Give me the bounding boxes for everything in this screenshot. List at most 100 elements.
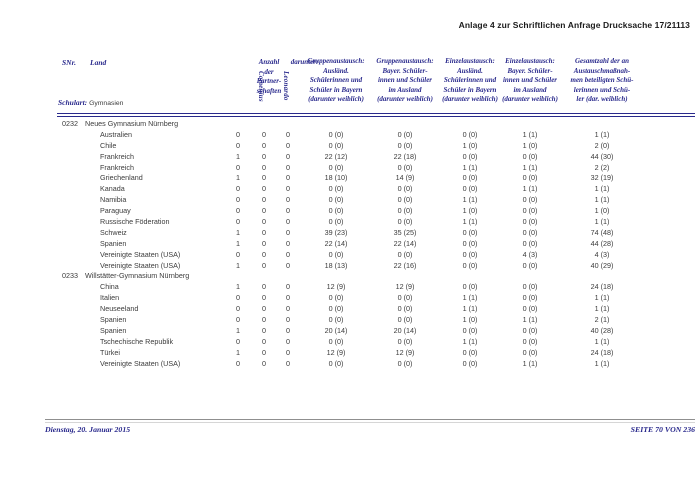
country-cell: Italien: [100, 293, 120, 303]
value-cell: 0 (0): [328, 315, 344, 325]
page-title: Anlage 4 zur Schriftlichen Anfrage Druck…: [458, 20, 690, 30]
country-cell: Namibia: [100, 195, 127, 205]
value-cell: 0 (0): [522, 336, 538, 346]
table-row: Australien 0 0 0 0 (0) 0 (0) 0 (0) 1 (1) 1 (1): [57, 130, 695, 141]
header-einzelaustausch-bayern: Einzelaustausch: Bayer. Schüler- innen u…: [502, 57, 558, 104]
country-cell: Türkei: [100, 347, 120, 357]
value-cell: 22 (16): [393, 260, 417, 270]
value-cell: 1 (1): [462, 162, 478, 172]
value-cell: 0 (0): [522, 304, 538, 314]
value-cell: 0: [236, 206, 240, 216]
value-cell: 18 (10): [324, 173, 348, 183]
value-cell: 0 (0): [328, 249, 344, 259]
country-cell: Vereinigte Staaten (USA): [100, 358, 181, 368]
value-cell: 0: [286, 249, 290, 259]
value-cell: 1 (1): [462, 195, 478, 205]
value-cell: 0: [286, 162, 290, 172]
header-gruppenaustausch-ausland: Gruppenaustausch: Ausländ. Schülerinnen …: [307, 57, 365, 104]
value-cell: 0: [286, 184, 290, 194]
value-cell: 2 (2): [594, 162, 610, 172]
value-cell: 0: [236, 162, 240, 172]
value-cell: 0: [262, 227, 266, 237]
value-cell: 35 (25): [393, 227, 417, 237]
table-body: 0232 Neues Gymnasium Nürnberg Australien 0 0…: [57, 119, 695, 369]
value-cell: 0: [262, 217, 266, 227]
value-cell: 32 (19): [590, 173, 614, 183]
country-cell: Neuseeland: [100, 304, 139, 314]
value-cell: 0 (0): [522, 293, 538, 303]
value-cell: 1 (0): [594, 206, 610, 216]
value-cell: 0: [236, 195, 240, 205]
value-cell: 0: [286, 293, 290, 303]
value-cell: 24 (18): [590, 282, 614, 292]
header-einzelaustausch-ausland: Einzelaustausch: Ausländ. Schülerinnen u…: [442, 57, 498, 104]
table-row: Tschechische Republik 0 0 0 0 (0) 0 (0) 1 (1) 0…: [57, 337, 695, 348]
value-cell: 1: [236, 173, 240, 183]
value-cell: 1 (1): [522, 129, 538, 139]
value-cell: 20 (14): [393, 325, 417, 335]
value-cell: 0: [286, 151, 290, 161]
value-cell: 0: [236, 315, 240, 325]
value-cell: 1: [236, 347, 240, 357]
value-cell: 4 (3): [594, 249, 610, 259]
value-cell: 0 (0): [462, 238, 478, 248]
value-cell: 1 (1): [462, 217, 478, 227]
table-header: SNr. Land Anzahl der Partner- schaften d…: [57, 55, 695, 115]
value-cell: 74 (48): [590, 227, 614, 237]
value-cell: 22 (14): [324, 238, 348, 248]
value-cell: 2 (1): [594, 315, 610, 325]
schulart-row: Schulart: Gymnasien: [58, 98, 123, 109]
header-leonardo-vertical: Leonardo: [282, 71, 290, 101]
country-cell: Tschechische Republik: [100, 336, 174, 346]
country-cell: Frankreich: [100, 151, 134, 161]
value-cell: 0: [286, 238, 290, 248]
table-row: Neuseeland 0 0 0 0 (0) 0 (0) 1 (1) 0 (0) 1 (1): [57, 304, 695, 315]
value-cell: 1: [236, 151, 240, 161]
value-cell: 0 (0): [522, 347, 538, 357]
value-cell: 1 (0): [462, 140, 478, 150]
country-cell: Vereinigte Staaten (USA): [100, 249, 181, 259]
value-cell: 0: [262, 249, 266, 259]
value-cell: 0 (0): [328, 184, 344, 194]
value-cell: 0 (0): [328, 129, 344, 139]
value-cell: 44 (28): [590, 238, 614, 248]
header-gesamtzahl: Gesamtzahl der an Austauschmaßnah- men b…: [570, 57, 634, 104]
country-cell: Spanien: [100, 315, 127, 325]
value-cell: 0: [262, 151, 266, 161]
header-comenius-vertical: Comenius: [257, 71, 265, 102]
value-cell: 0: [286, 129, 290, 139]
value-cell: 0 (0): [462, 358, 478, 368]
value-cell: 1 (1): [594, 184, 610, 194]
value-cell: 0: [236, 184, 240, 194]
value-cell: 1 (1): [594, 358, 610, 368]
school-number: 0232: [62, 119, 78, 128]
value-cell: 0 (0): [397, 249, 413, 259]
value-cell: 1 (1): [594, 129, 610, 139]
value-cell: 1 (1): [594, 336, 610, 346]
school-name: Neues Gymnasium Nürnberg: [85, 119, 179, 128]
value-cell: 0: [236, 336, 240, 346]
value-cell: 0 (0): [328, 140, 344, 150]
header-darunter: darunter:: [290, 58, 319, 66]
table-row: Frankreich 0 0 0 0 (0) 0 (0) 1 (1) 1 (1) 2 (2): [57, 163, 695, 174]
value-cell: 0 (0): [397, 315, 413, 325]
country-cell: Russische Föderation: [100, 217, 170, 227]
value-cell: 0: [262, 336, 266, 346]
value-cell: 1: [236, 260, 240, 270]
value-cell: 0: [236, 129, 240, 139]
school-number: 0233: [62, 271, 78, 281]
country-cell: Frankreich: [100, 162, 134, 172]
value-cell: 0 (0): [397, 217, 413, 227]
value-cell: 4 (3): [522, 249, 538, 259]
value-cell: 0 (0): [328, 206, 344, 216]
value-cell: 0 (0): [397, 195, 413, 205]
value-cell: 39 (23): [324, 227, 348, 237]
value-cell: 0 (0): [462, 151, 478, 161]
value-cell: 2 (0): [594, 140, 610, 150]
value-cell: 0 (0): [328, 293, 344, 303]
value-cell: 24 (18): [590, 347, 614, 357]
footer-date: Dienstag, 20. Januar 2015: [45, 425, 131, 434]
value-cell: 0 (0): [328, 336, 344, 346]
value-cell: 12 (9): [326, 282, 346, 292]
value-cell: 0 (0): [522, 217, 538, 227]
